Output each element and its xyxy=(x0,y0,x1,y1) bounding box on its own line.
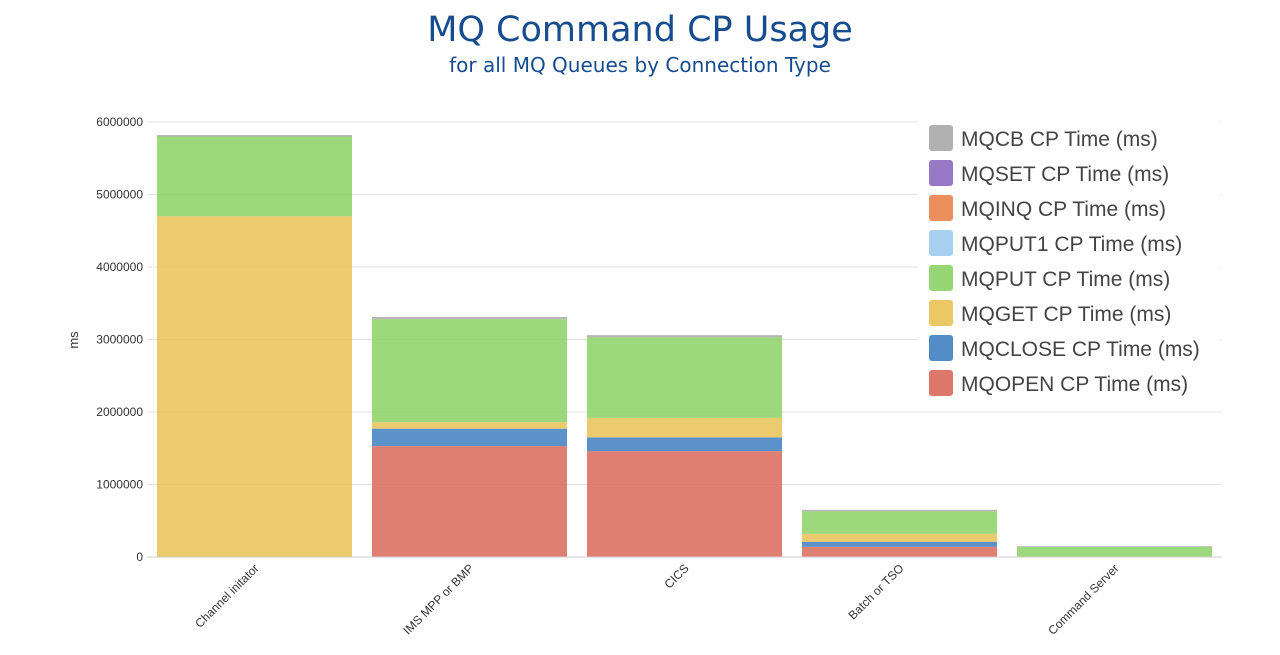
legend-swatch xyxy=(929,300,953,326)
legend-swatch xyxy=(929,370,953,396)
bar-segment xyxy=(157,135,352,137)
bar-segment xyxy=(1017,546,1212,547)
bar-segment xyxy=(587,335,782,338)
bar-segment xyxy=(802,541,997,547)
bar-segment xyxy=(372,428,567,447)
bar-segment xyxy=(1017,546,1212,557)
legend-label: MQCB CP Time (ms) xyxy=(961,128,1158,151)
legend-label: MQOPEN CP Time (ms) xyxy=(961,373,1188,396)
bar-segment xyxy=(157,216,352,557)
legend-label: MQSET CP Time (ms) xyxy=(961,163,1169,186)
bar-segment xyxy=(587,417,782,438)
legend-label: MQGET CP Time (ms) xyxy=(961,303,1171,326)
bar-segment xyxy=(802,533,997,542)
bars xyxy=(157,135,1212,557)
legend-swatch xyxy=(929,335,953,361)
bar-segment xyxy=(372,446,567,557)
legend-swatch xyxy=(929,160,953,186)
bar-segment xyxy=(372,422,567,429)
x-tick-label: Channel initator xyxy=(192,561,261,630)
bar-segment xyxy=(157,136,352,217)
legend-swatch xyxy=(929,125,953,151)
y-tick-label: 3000000 xyxy=(96,333,143,347)
legend-label: MQPUT1 CP Time (ms) xyxy=(961,233,1182,256)
y-tick-label: 5000000 xyxy=(96,188,143,202)
y-tick-label: 0 xyxy=(136,550,143,564)
bar-segment xyxy=(587,337,782,418)
legend-background xyxy=(918,118,1220,406)
bar-segment xyxy=(372,317,567,320)
chart-subtitle: for all MQ Queues by Connection Type xyxy=(449,53,831,77)
legend: MQCB CP Time (ms) MQSET CP Time (ms) MQINQ… xyxy=(918,118,1220,406)
x-tick-label: Batch or TSO xyxy=(845,561,906,622)
y-tick-label: 2000000 xyxy=(96,405,143,419)
bar-segment xyxy=(587,437,782,452)
bar-segment xyxy=(802,511,997,534)
bar-segment xyxy=(587,451,782,557)
y-axis-title: ms xyxy=(66,331,81,349)
chart-title: MQ Command CP Usage xyxy=(427,10,853,50)
bar-segment xyxy=(802,546,997,557)
x-tick-label: CICS xyxy=(661,561,691,591)
legend-label: MQCLOSE CP Time (ms) xyxy=(961,338,1200,361)
legend-swatch xyxy=(929,195,953,221)
legend-swatch xyxy=(929,265,953,291)
y-tick-label: 4000000 xyxy=(96,260,143,274)
legend-label: MQPUT CP Time (ms) xyxy=(961,268,1170,291)
bar-segment xyxy=(802,509,997,512)
x-tick-label: Command Server xyxy=(1045,561,1121,637)
bar-segment xyxy=(372,319,567,423)
y-tick-label: 6000000 xyxy=(96,115,143,129)
y-tick-label: 1000000 xyxy=(96,478,143,492)
legend-swatch xyxy=(929,230,953,256)
legend-label: MQINQ CP Time (ms) xyxy=(961,198,1166,221)
x-tick-label: IMS MPP or BMP xyxy=(400,561,476,637)
